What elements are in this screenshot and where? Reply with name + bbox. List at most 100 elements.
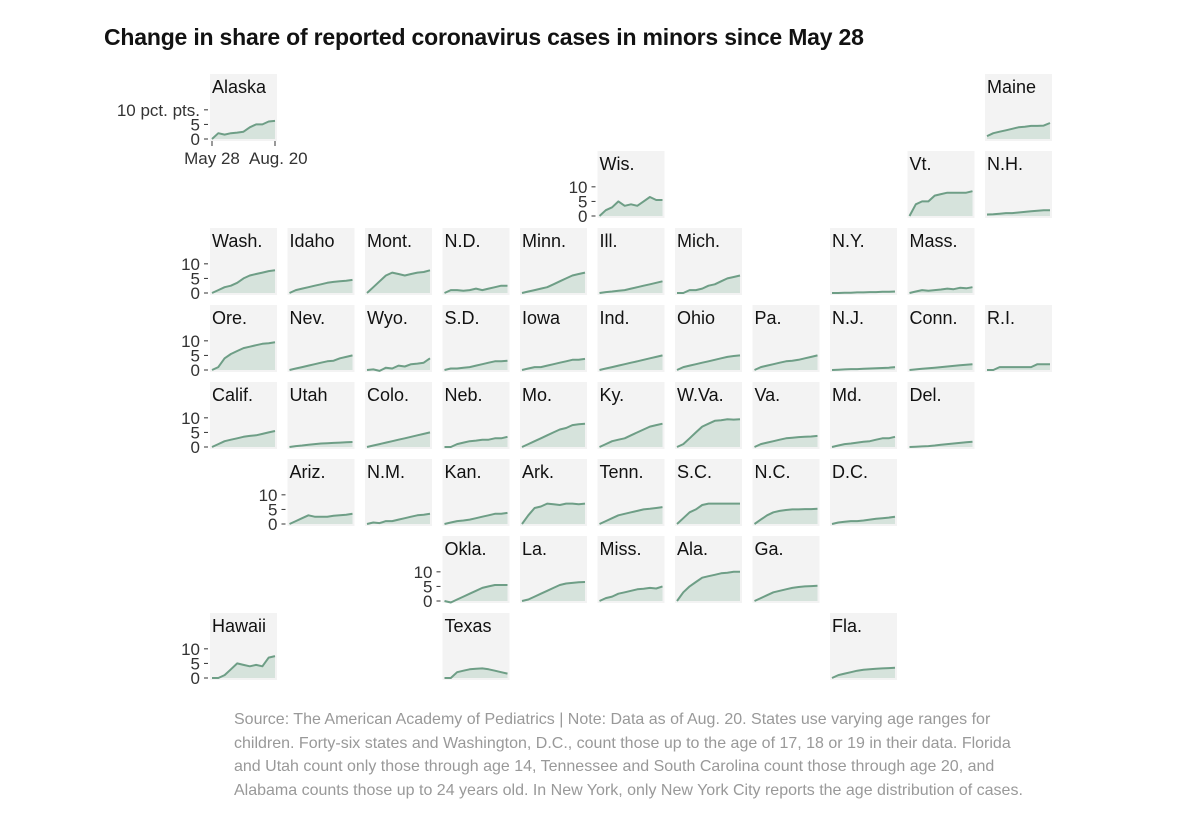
state-panel-mo: Mo. [520, 382, 587, 449]
state-label: Okla. [445, 539, 487, 559]
panel-background [830, 305, 897, 372]
line-wis [598, 196, 663, 217]
line-okla [444, 584, 508, 604]
line-w-va [676, 418, 741, 448]
y-tick-label: 5 [191, 423, 200, 442]
state-label: Miss. [600, 539, 642, 559]
line-d-c [831, 515, 896, 525]
y-tick-label: 10 [569, 178, 588, 197]
line-md [831, 435, 896, 448]
state-label: Maine [987, 77, 1036, 97]
state-panel-idaho: Idaho [287, 228, 355, 295]
area-miss [599, 586, 663, 601]
y-tick-label: 0 [191, 669, 200, 688]
y-tick-label: 5 [578, 192, 587, 211]
line-wyo [366, 357, 431, 372]
panel-background [830, 228, 897, 295]
state-panel-neb: Neb. [442, 382, 510, 449]
area-fla [832, 667, 895, 678]
y-tick-label: 5 [191, 269, 200, 288]
y-tick-label: 0 [578, 207, 587, 226]
line-minn [521, 271, 586, 294]
state-panel-wyo: Wyo. [365, 305, 432, 372]
state-panel-ark: Ark. [520, 459, 587, 526]
state-label: N.D. [445, 231, 481, 251]
line-va [754, 434, 818, 448]
state-label: Mo. [522, 385, 552, 405]
line-maine [986, 122, 1051, 138]
state-label: Fla. [832, 616, 862, 636]
line-ga [754, 584, 818, 602]
y-tick-label: 10 [181, 640, 200, 659]
state-label: Tenn. [600, 462, 644, 482]
area-s-c [677, 503, 740, 524]
line-neb [444, 435, 508, 448]
state-panel-colo: Colo. [365, 382, 432, 449]
y-tick-label: 0 [191, 361, 200, 380]
state-label: Mich. [677, 231, 720, 251]
y-tick-label: 10 [414, 563, 433, 582]
state-label: Vt. [910, 154, 932, 174]
line-ky [599, 422, 663, 448]
state-panel-minn: Minn. [520, 228, 587, 295]
state-panel-d-c: D.C. [830, 459, 897, 526]
area-va [754, 435, 818, 447]
state-panel-texas: Texas [442, 613, 510, 680]
state-label: Colo. [367, 385, 409, 405]
line-ind [599, 354, 663, 371]
line-mich [677, 274, 741, 294]
line-r-i [987, 363, 1050, 371]
panel-background [985, 305, 1052, 372]
panel-background [907, 305, 975, 372]
y-tick-label: 10 [181, 409, 200, 428]
area-maine [987, 123, 1050, 139]
panel-background [985, 151, 1052, 218]
state-label: N.C. [755, 462, 791, 482]
line-n-j [831, 366, 896, 371]
state-label: Minn. [522, 231, 566, 251]
state-label: Iowa [522, 308, 561, 328]
line-n-d [444, 284, 508, 294]
state-panel-n-h: N.H. [985, 151, 1052, 218]
panel-background [907, 382, 975, 449]
line-del [909, 440, 973, 448]
state-label: N.J. [832, 308, 864, 328]
state-label: Ariz. [290, 462, 326, 482]
y-tick-label: 5 [191, 346, 200, 365]
state-label: Utah [290, 385, 328, 405]
line-calif [211, 430, 276, 448]
y-tick-label: 0 [191, 130, 200, 149]
line-tenn [599, 506, 663, 525]
line-ark [521, 502, 586, 525]
state-panel-n-y: N.Y. [830, 228, 897, 295]
y-tick-label: 10 [259, 486, 278, 505]
state-panel-md: Md. [830, 382, 897, 449]
y-tick-label: 10 pct. pts. [117, 101, 200, 120]
state-label: Del. [910, 385, 942, 405]
state-panel-pa: Pa. [752, 305, 820, 372]
line-nev [289, 354, 353, 371]
line-iowa [521, 357, 586, 371]
state-label: Ore. [212, 308, 247, 328]
y-tick-label: 5 [268, 500, 277, 519]
source-note: Source: The American Academy of Pediatri… [234, 711, 1023, 799]
state-panel-s-d: S.D. [442, 305, 510, 372]
state-panel-w-va: W.Va. [675, 382, 742, 449]
state-panel-kan: Kan. [442, 459, 510, 526]
line-vt [908, 190, 973, 217]
line-texas [444, 667, 508, 679]
y-tick-label: 5 [191, 115, 200, 134]
state-label: N.Y. [832, 231, 865, 251]
state-label: Md. [832, 385, 862, 405]
y-tick-label: 0 [268, 515, 277, 534]
state-panel-iowa: Iowa [520, 305, 587, 372]
state-label: Wash. [212, 231, 262, 251]
line-s-c [676, 502, 740, 525]
state-label: N.M. [367, 462, 405, 482]
area-tenn [599, 507, 663, 524]
line-ariz [289, 512, 353, 525]
